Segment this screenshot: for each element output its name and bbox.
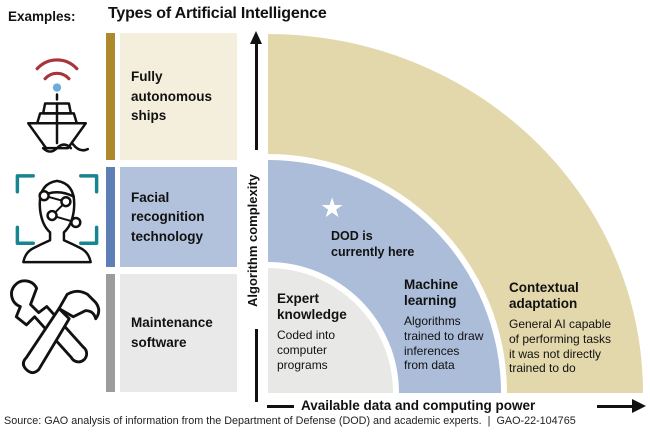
contextual-adaptation-description: General AI capable of performing tasks i… xyxy=(509,317,612,376)
machine-learning-title: Machine learning xyxy=(404,277,459,309)
accent-bar-maintenance xyxy=(106,274,115,392)
accent-bar-ships xyxy=(106,33,115,160)
example-label-facial-recognition: Facial recognition technology xyxy=(120,167,237,267)
dod-marker-label: DOD is currently here xyxy=(331,229,415,259)
x-axis-line-left xyxy=(267,405,294,408)
x-axis-label: Available data and computing power xyxy=(301,398,536,413)
ai-types-rings-chart xyxy=(268,34,643,393)
facial-recognition-icon xyxy=(6,166,108,270)
star-icon: ★ xyxy=(320,193,345,223)
machine-learning-description: Algorithms trained to draw inferences fr… xyxy=(404,314,484,373)
y-axis-line-bottom xyxy=(255,329,258,402)
x-axis-line-right xyxy=(597,405,634,408)
accent-bar-facial-recognition xyxy=(106,167,115,267)
expert-knowledge-block: Expert knowledge Coded into computer pro… xyxy=(277,291,369,372)
autonomous-ship-icon xyxy=(6,36,108,160)
contextual-adaptation-block: Contextual adaptation General AI capable… xyxy=(509,280,645,376)
examples-label: Examples: xyxy=(8,9,76,24)
expert-knowledge-description: Coded into computer programs xyxy=(277,328,336,372)
x-axis-arrow-right-icon xyxy=(632,399,646,413)
y-axis-line-top xyxy=(255,43,258,150)
source-note: Source: GAO analysis of information from… xyxy=(4,415,576,427)
machine-learning-block: Machine learning Algorithms trained to d… xyxy=(404,277,508,373)
contextual-adaptation-title: Contextual adaptation xyxy=(509,280,579,312)
expert-knowledge-title: Expert knowledge xyxy=(277,291,347,323)
y-axis-label: Algorithm complexity xyxy=(245,174,260,307)
ring-expert-knowledge xyxy=(268,268,393,393)
maintenance-tools-icon xyxy=(6,276,108,388)
example-label-ships: Fully autonomous ships xyxy=(120,33,237,160)
page-title: Types of Artificial Intelligence xyxy=(108,5,327,22)
example-label-maintenance: Maintenance software xyxy=(120,274,237,392)
y-axis-arrow-up-icon xyxy=(250,31,262,44)
